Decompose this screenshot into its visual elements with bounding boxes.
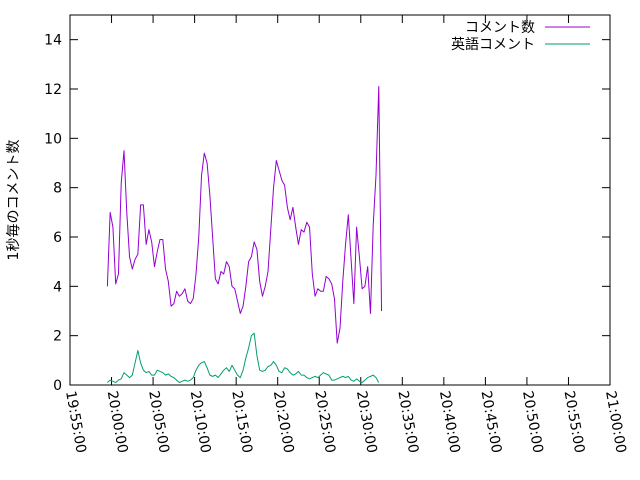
y-tick-label: 12 [44,82,62,98]
x-axis-ticks: 19:55:00 20:00:00 20:05:00 20:10:00 20:15:00… [62,15,629,454]
legend-label: 英語コメント [451,36,535,53]
x-tick-label: 20:45:00 [478,390,505,455]
x-tick-label: 20:55:00 [561,390,588,455]
y-tick-label: 10 [44,131,62,147]
y-tick-label: 4 [53,279,62,295]
y-tick-label: 0 [53,378,62,394]
legend-label: コメント数 [465,20,535,36]
y-tick-label: 2 [53,329,62,345]
x-tick-label: 20:00:00 [104,390,131,455]
x-tick-label: 20:20:00 [270,390,297,455]
x-tick-label: 20:50:00 [519,390,546,455]
x-tick-label: 20:10:00 [187,390,214,455]
series-lines [106,86,383,384]
x-tick-label: 20:25:00 [311,390,338,455]
x-tick-label: 20:15:00 [228,390,255,455]
plot-frame [69,14,611,386]
y-axis-label: 1秒毎のコメント数 [6,140,22,261]
y-tick-label: 8 [53,181,62,197]
y-tick-label: 6 [53,230,62,246]
series-line-1 [106,86,383,344]
x-tick-label: 20:30:00 [353,390,380,455]
x-tick-label: 20:05:00 [145,390,172,455]
x-tick-label: 21:00:00 [602,390,629,455]
y-tick-label: 14 [44,33,62,49]
x-tick-label: 20:40:00 [436,390,463,455]
series-line-2 [107,332,380,384]
y-axis-ticks: 0 2 4 6 8 10 12 14 [44,33,610,394]
x-tick-label: 19:55:00 [62,390,89,455]
x-tick-label: 20:35:00 [394,390,421,455]
